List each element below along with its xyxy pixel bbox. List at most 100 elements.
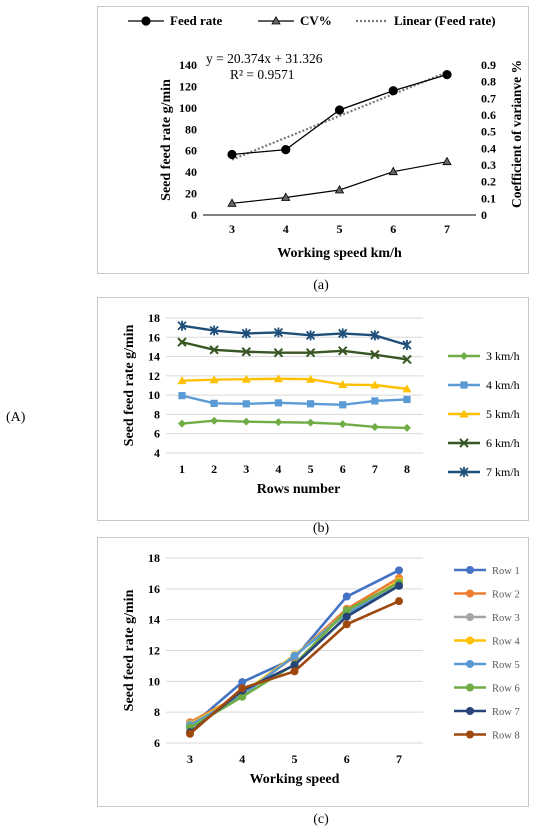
series-5kmh-point — [273, 374, 283, 383]
chart-panel-a: 0 20 40 60 80 100 120 140 0 0.1 0.2 0.3 0.4 0.5 0.6 0.7… — [97, 6, 529, 274]
x-tick-label: 4 — [275, 462, 281, 476]
series-row1-point — [342, 592, 351, 601]
x-tick-label: 6 — [340, 462, 346, 476]
point-cv — [227, 198, 237, 207]
series-row8-point — [290, 667, 299, 676]
series-4kmh-point — [306, 400, 315, 408]
series-5kmh-point — [306, 374, 316, 383]
equation-label: y = 20.374x + 31.326 — [206, 51, 323, 66]
series-7kmh-point — [209, 325, 219, 336]
r2-label: R² = 0.9571 — [230, 67, 295, 82]
series-3kmh-point — [338, 420, 347, 429]
series-4kmh-line — [181, 394, 408, 406]
x-tick-label: 7 — [444, 222, 450, 236]
point-cv — [442, 156, 452, 166]
y2-tick-label: 0.4 — [481, 141, 496, 155]
y-tick-label: 6 — [154, 427, 160, 441]
legend-marker-series-4kmh — [460, 381, 468, 389]
series-4kmh-point — [371, 397, 379, 405]
series-6kmh-point — [273, 348, 284, 358]
point-feed-rate — [442, 70, 452, 80]
y-tick-label: 16 — [148, 582, 160, 596]
y-tick-label: 12 — [148, 369, 160, 383]
chart-c: 6 8 10 12 14 16 18 3 4 5 6 7 Working speed Seed feed … — [122, 551, 520, 787]
series-row6-point — [238, 692, 247, 701]
series-3kmh-point — [274, 418, 283, 427]
y-tick-label: 18 — [148, 311, 160, 325]
legend-marker-series-row4 — [466, 636, 474, 645]
series-7kmh-point — [273, 327, 284, 338]
y-tick-label: 18 — [148, 551, 160, 565]
y2-tick-label: 0.9 — [481, 58, 496, 72]
legend-label-series-7kmh: 7 km/h — [486, 465, 520, 479]
legend-marker-series-row8 — [466, 730, 474, 739]
legend-label-series-row1: Row 1 — [492, 566, 520, 577]
point-cv — [281, 192, 291, 201]
series-7kmh-point — [402, 340, 412, 350]
x-tick-label: 3 — [229, 222, 235, 236]
series-5kmh-point — [241, 374, 251, 383]
x-tick-label: 8 — [404, 462, 410, 476]
x-tick-label: 2 — [211, 462, 217, 476]
legend-label-series-row4: Row 4 — [492, 637, 520, 648]
y-tick-label: 80 — [185, 122, 197, 136]
x-tick-label: 1 — [179, 462, 185, 476]
y-tick-label: 140 — [179, 58, 197, 72]
series-7kmh-point — [305, 330, 316, 341]
series-7kmh-point — [338, 328, 348, 339]
legend-marker-series-row2 — [466, 589, 474, 598]
x-tick-label: 7 — [372, 462, 378, 476]
x-tick-label: 6 — [344, 752, 350, 766]
series-7kmh-point — [370, 330, 380, 341]
y-axis-title: Seed feed rate g/min — [122, 589, 137, 711]
chart-panel-c: 6 8 10 12 14 16 18 3 4 5 6 7 Working speed Seed feed … — [97, 537, 529, 807]
series-7kmh-line — [181, 324, 408, 347]
x-tick-label: 3 — [243, 462, 249, 476]
series-6kmh-line — [181, 340, 408, 361]
legend-label-linear: Linear (Feed rate) — [394, 13, 496, 28]
legend-label-series-row2: Row 2 — [492, 590, 520, 601]
x-tick-label: 7 — [396, 752, 402, 766]
x-tick-label: 5 — [292, 752, 298, 766]
series-5kmh-point — [402, 384, 412, 393]
legend-marker-series-row7 — [466, 707, 474, 715]
series-row8-point — [342, 620, 351, 629]
y-tick-label: 12 — [148, 644, 160, 658]
y-tick-label: 14 — [148, 350, 160, 364]
series-row1-point — [395, 566, 403, 575]
series-6kmh-point — [370, 349, 380, 360]
series-3kmh-point — [403, 423, 411, 432]
y2-tick-label: 0.3 — [481, 158, 496, 172]
x-tick-label: 3 — [187, 752, 193, 766]
series-3kmh-point — [178, 419, 186, 428]
y2-tick-label: 0.2 — [481, 175, 496, 189]
legend-marker-series-row3 — [466, 613, 474, 621]
legend-label-series-4kmh: 4 km/h — [486, 378, 520, 392]
legend-marker-series-row1 — [466, 566, 474, 574]
caption-c: (c) — [313, 812, 329, 827]
series-row6-point — [342, 606, 351, 615]
y-tick-label: 4 — [154, 446, 160, 460]
legend-label-cv: CV% — [300, 13, 332, 28]
legend-label-series-6kmh: 6 km/h — [486, 436, 520, 450]
point-feed-rate — [334, 105, 345, 115]
series-line-linear — [231, 71, 448, 161]
legend-label-series-row8: Row 8 — [492, 731, 520, 742]
figure-label-A: (A) — [6, 410, 26, 425]
series-4kmh-point — [210, 399, 218, 407]
series-3kmh-point — [210, 416, 219, 425]
legend-marker-series-row5 — [466, 660, 474, 668]
y2-axis-title: Coefficient of varianve % — [509, 60, 524, 208]
y-tick-label: 60 — [185, 144, 197, 158]
y-tick-label: 100 — [179, 101, 197, 115]
x-axis-title: Working speed km/h — [277, 246, 402, 261]
legend-marker-series-5kmh — [459, 409, 469, 418]
point-cv — [334, 184, 345, 194]
series-row8-point — [395, 597, 403, 606]
y-tick-label: 14 — [148, 613, 160, 627]
y2-tick-label: 0.7 — [481, 91, 496, 105]
series-4kmh-point — [242, 400, 250, 408]
legend-marker-cv — [271, 15, 281, 25]
y-tick-label: 6 — [154, 736, 160, 750]
series-3kmh-point — [306, 418, 315, 427]
